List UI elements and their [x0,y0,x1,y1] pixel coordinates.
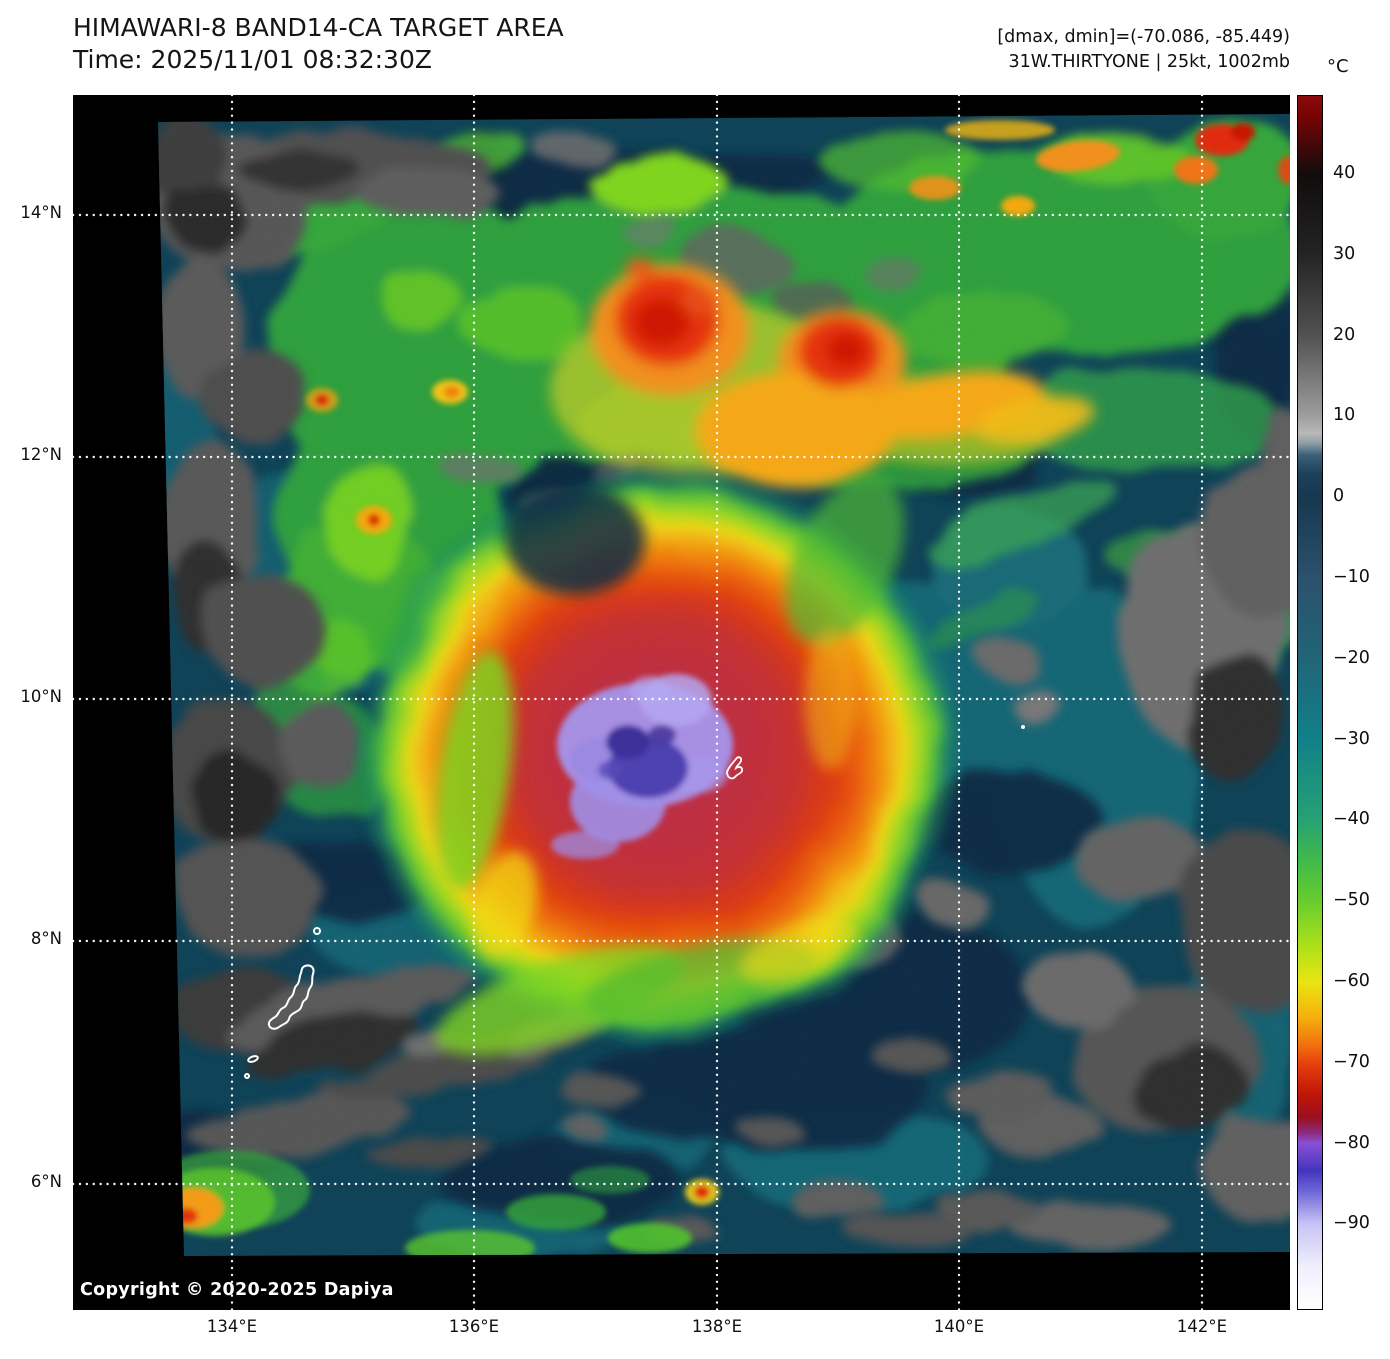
colorbar-tick-label: −50 [1333,890,1370,911]
lat-tick-label: 12°N [20,445,62,464]
colorbar-tick-label: −80 [1333,1132,1370,1153]
title-time: Time: 2025/11/01 08:32:30Z [73,45,432,74]
island-near-eye [726,756,744,780]
lon-tick-label: 136°E [448,1317,500,1336]
annotation-storm-info: 31W.THIRTYONE | 25kt, 1002mb [1008,52,1290,72]
colorbar-tick-label: −20 [1333,647,1370,668]
title-product: HIMAWARI-8 BAND14-CA TARGET AREA [73,13,564,42]
image-grain-texture [158,114,1290,1256]
colorbar-tick-label: 30 [1333,243,1356,264]
colorbar-tick-label: −70 [1333,1051,1370,1072]
colorbar-tick-label: −60 [1333,970,1370,991]
island-outline [244,1073,250,1079]
colorbar-tick-label: −90 [1333,1213,1370,1234]
lat-tick-label: 10°N [20,687,62,706]
colorbar [1297,95,1323,1310]
figure-title: HIMAWARI-8 BAND14-CA TARGET AREA Time: 2… [73,12,564,76]
lon-tick-label: 140°E [933,1317,985,1336]
lat-tick-label: 14°N [20,203,62,222]
colorbar-tick-label: 10 [1333,405,1356,426]
colorbar-tick-label: −40 [1333,809,1370,830]
islet-dot [1021,725,1025,729]
coastlines [244,725,1025,1079]
palau-coastline [267,964,315,1030]
lat-tick-label: 8°N [30,929,62,948]
lon-tick-label: 142°E [1176,1317,1228,1336]
colorbar-tick-label: 0 [1333,486,1345,507]
map-axes: Copyright © 2020-2025 Dapiya [73,95,1290,1310]
lon-tick-label: 138°E [691,1317,743,1336]
island-outline [313,927,321,935]
copyright-text: Copyright © 2020-2025 Dapiya [80,1280,394,1300]
satellite-scene [73,95,1290,1310]
colorbar-unit-label: °C [1327,56,1349,77]
satellite-data-swath [158,114,1290,1256]
colorbar-tick-label: −10 [1333,566,1370,587]
island-outline [247,1055,259,1063]
colorbar-tick-label: 40 [1333,162,1356,183]
lat-tick-label: 6°N [30,1172,62,1191]
colorbar-tick-label: 20 [1333,324,1356,345]
annotation-dmax-dmin: [dmax, dmin]=(-70.086, -85.449) [997,27,1290,47]
graticule [73,95,1290,1310]
lon-tick-label: 134°E [206,1317,258,1336]
colorbar-tick-label: −30 [1333,728,1370,749]
figure-annotation: [dmax, dmin]=(-70.086, -85.449) 31W.THIR… [997,25,1290,75]
